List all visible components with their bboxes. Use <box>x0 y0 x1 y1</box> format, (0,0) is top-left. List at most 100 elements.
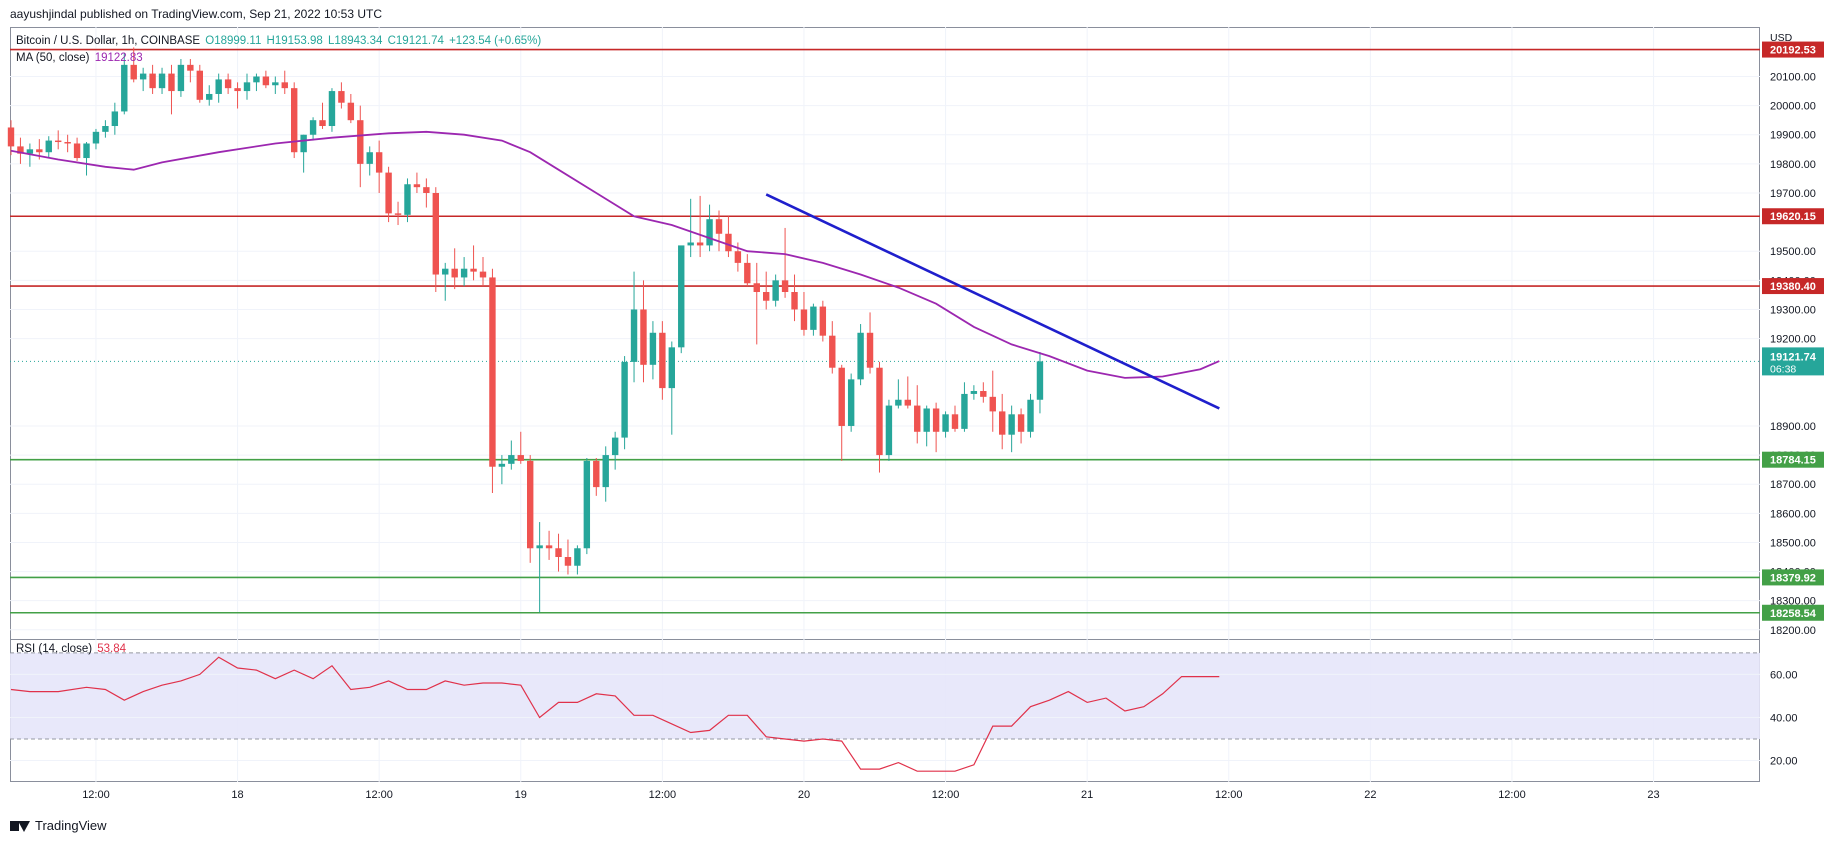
candle-body <box>734 251 742 263</box>
rsi-band <box>10 652 1760 739</box>
candle-body <box>394 213 402 215</box>
rsi-value: 53.84 <box>97 643 127 655</box>
candle-body <box>234 88 241 92</box>
candle-body <box>319 120 326 127</box>
candle-body <box>375 152 383 173</box>
symbol-title: Bitcoin / U.S. Dollar, 1h, COINBASE <box>16 35 201 47</box>
price-level-tag <box>1762 278 1824 295</box>
candle-body <box>92 131 100 144</box>
candle-body <box>36 149 43 153</box>
candle-body <box>26 149 34 154</box>
candle-body <box>55 140 62 143</box>
candle-body <box>744 262 751 284</box>
rsi-label: RSI (14, close) <box>16 643 93 655</box>
last-price-tag <box>1762 347 1824 376</box>
ma-value: 19122.83 <box>94 52 143 64</box>
price-pane[interactable] <box>10 27 1760 640</box>
candle-body <box>536 545 543 549</box>
candle-body <box>753 283 760 293</box>
candle-body <box>460 268 468 278</box>
candle-body <box>772 280 779 301</box>
x-tick-label: 12:00 <box>1498 789 1526 800</box>
brand-label: TradingView <box>35 818 107 833</box>
x-tick-label: 23 <box>1647 789 1659 800</box>
tradingview-logo-icon <box>10 819 30 833</box>
low-value: L18943.34 <box>328 35 383 47</box>
y-tick-label: 19800.00 <box>1770 159 1816 171</box>
y-tick-label: 19500.00 <box>1770 246 1816 258</box>
price-level-label: 18784.15 <box>1770 455 1816 467</box>
open-value: O18999.11 <box>205 35 262 47</box>
candle-body <box>715 219 723 234</box>
x-tick-label: 12:00 <box>932 789 960 800</box>
candle-body <box>168 73 175 92</box>
candle-body <box>272 82 279 86</box>
candle-body <box>423 187 430 193</box>
y-tick-label: 20100.00 <box>1770 72 1816 84</box>
candle-body <box>857 332 864 380</box>
candle-body <box>366 152 373 164</box>
candle-body <box>196 70 203 100</box>
candle-body <box>64 142 71 144</box>
candle-body <box>253 76 260 83</box>
candle-body <box>593 460 600 488</box>
candle-body <box>895 399 902 406</box>
candle-body <box>914 405 921 432</box>
candle-body <box>696 242 704 246</box>
candle-body <box>1027 399 1034 432</box>
candle-body <box>970 391 978 394</box>
high-value: H19153.98 <box>266 35 323 47</box>
x-tick-label: 18 <box>231 789 243 800</box>
price-level-label: 18258.54 <box>1770 608 1817 620</box>
x-tick-label: 20 <box>798 789 810 800</box>
candle-body <box>904 399 911 406</box>
candle-body <box>649 332 657 365</box>
candle-body <box>725 233 732 252</box>
y-tick-label: 18300.00 <box>1770 596 1816 608</box>
candle-body <box>300 134 307 153</box>
candle-body <box>224 79 232 89</box>
y-tick-label: 18700.00 <box>1770 479 1816 491</box>
candle-body <box>309 120 317 135</box>
x-tick-label: 12:00 <box>649 789 677 800</box>
candle-body <box>7 127 15 147</box>
x-tick-label: 12:00 <box>1215 789 1243 800</box>
y-tick-label: 18600.00 <box>1770 508 1816 520</box>
candle-body <box>791 292 798 310</box>
candle-body <box>640 309 647 365</box>
candle-body <box>989 396 996 412</box>
candle-body <box>800 309 808 330</box>
candle-body <box>1008 414 1015 435</box>
candle-body <box>527 460 534 549</box>
rsi-line <box>10 656 1220 772</box>
tradingview-footer[interactable]: TradingView <box>10 818 107 833</box>
candle-body <box>668 347 675 389</box>
price-level-tag <box>1762 451 1824 468</box>
candle-body <box>338 91 345 103</box>
y-tick-label: 19200.00 <box>1770 334 1816 346</box>
candle-body <box>158 73 166 89</box>
candle-body <box>451 268 458 278</box>
candle-body <box>215 79 222 94</box>
candle-body <box>866 332 874 368</box>
candle-body <box>602 455 609 488</box>
candle-body <box>999 411 1006 435</box>
candle-body <box>130 64 137 80</box>
candle-body <box>687 242 694 246</box>
ma-legend: MA (50, close) 19122.83 <box>16 52 145 64</box>
price-chart[interactable]: USD 20100.00 20000.00 19900.00 19800.00 19700… <box>0 0 1834 800</box>
candle-body <box>328 91 336 127</box>
ma-line <box>10 130 1220 379</box>
candle-body <box>83 143 90 159</box>
candle-body <box>357 120 364 164</box>
candle-body <box>1036 361 1044 400</box>
candle-body <box>281 82 288 89</box>
candle-body <box>149 73 156 89</box>
rsi-y-tick-label: 20.00 <box>1770 755 1798 767</box>
candle-body <box>564 557 572 566</box>
candle-body <box>17 146 24 154</box>
publish-info: aayushjindal published on TradingView.co… <box>10 7 383 21</box>
candle-body <box>243 82 251 92</box>
candle-body <box>583 460 591 549</box>
last-price-label: 19121.74 <box>1770 351 1817 363</box>
